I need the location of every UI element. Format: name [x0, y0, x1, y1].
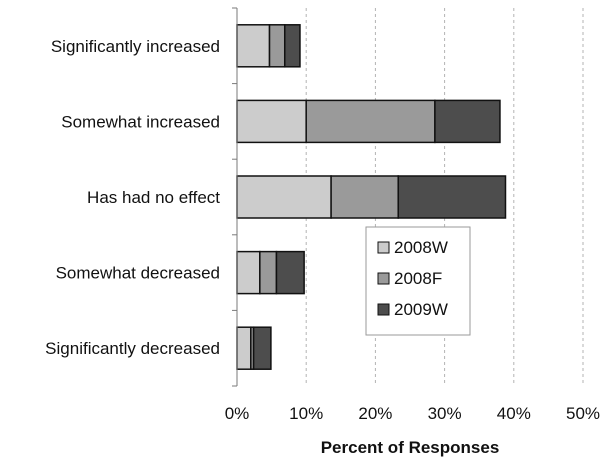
category-label-significantly-increased: Significantly increased — [51, 37, 220, 56]
x-tick-label: 10% — [289, 404, 323, 423]
x-tick-label: 40% — [497, 404, 531, 423]
legend-label-2008w: 2008W — [394, 238, 448, 257]
category-label-somewhat-decreased: Somewhat decreased — [56, 264, 220, 283]
bar-somewhat-decreased-2008f — [259, 250, 278, 295]
legend-swatch-2009w — [377, 303, 390, 316]
legend-swatch-2008w — [377, 241, 390, 254]
x-tick-label: 20% — [358, 404, 392, 423]
legend: 2008W 2008F 2009W — [365, 226, 471, 336]
labels: 0% 10% 20% 30% 40% 50% Significantly increased… — [45, 37, 600, 423]
category-label-has-had-no-effect: Has had no effect — [87, 188, 220, 207]
gridlines — [305, 8, 584, 386]
legend-label-2009w: 2009W — [394, 300, 448, 319]
bar-somewhat-decreased-2008w — [236, 250, 261, 295]
category-label-significantly-decreased: Significantly decreased — [45, 339, 220, 358]
bar-has-had-no-effect-2009w — [397, 175, 507, 219]
bar-has-had-no-effect-2008f — [330, 175, 399, 219]
bar-significantly-increased-2009w — [283, 24, 301, 68]
bar-significantly-decreased-2008w — [236, 326, 252, 370]
bars — [236, 24, 507, 370]
x-tick-label: 0% — [225, 404, 250, 423]
x-tick-label: 50% — [566, 404, 600, 423]
bar-significantly-increased-2008w — [236, 24, 271, 68]
bar-somewhat-decreased-2009w — [275, 250, 305, 295]
axes — [232, 7, 238, 387]
legend-swatch-2008f — [377, 272, 390, 285]
bar-significantly-increased-2008f — [268, 24, 286, 68]
bar-somewhat-increased-2009w — [434, 99, 501, 144]
bar-has-had-no-effect-2008w — [236, 175, 332, 219]
bar-somewhat-increased-2008f — [305, 99, 436, 144]
x-tick-label: 30% — [428, 404, 462, 423]
legend-label-2008f: 2008F — [394, 269, 442, 288]
x-axis-title: Percent of Responses — [321, 438, 500, 457]
bar-significantly-decreased-2009w — [252, 326, 272, 370]
bar-somewhat-increased-2008w — [236, 99, 307, 144]
category-label-somewhat-increased: Somewhat increased — [61, 112, 220, 131]
